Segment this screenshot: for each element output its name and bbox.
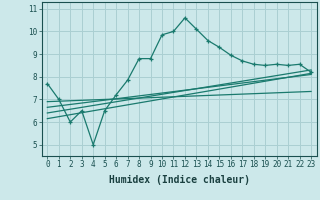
X-axis label: Humidex (Indice chaleur): Humidex (Indice chaleur)	[109, 175, 250, 185]
